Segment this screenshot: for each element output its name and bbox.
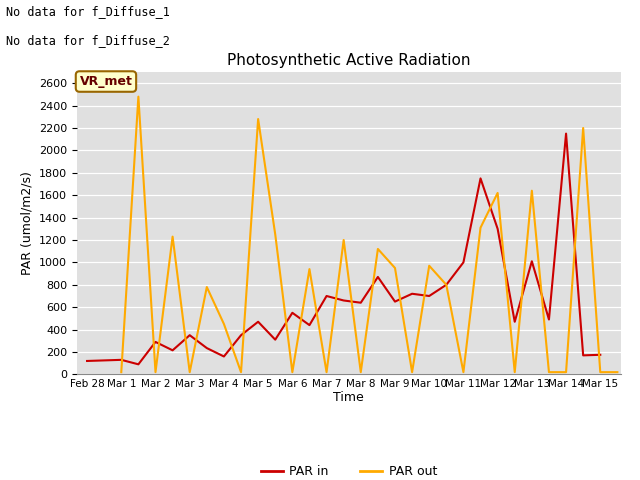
Text: No data for f_Diffuse_2: No data for f_Diffuse_2 [6, 34, 170, 47]
Legend: PAR in, PAR out: PAR in, PAR out [255, 460, 442, 480]
X-axis label: Time: Time [333, 391, 364, 404]
Text: VR_met: VR_met [79, 75, 132, 88]
Title: Photosynthetic Active Radiation: Photosynthetic Active Radiation [227, 53, 470, 68]
Text: No data for f_Diffuse_1: No data for f_Diffuse_1 [6, 5, 170, 18]
Y-axis label: PAR (umol/m2/s): PAR (umol/m2/s) [20, 171, 33, 275]
